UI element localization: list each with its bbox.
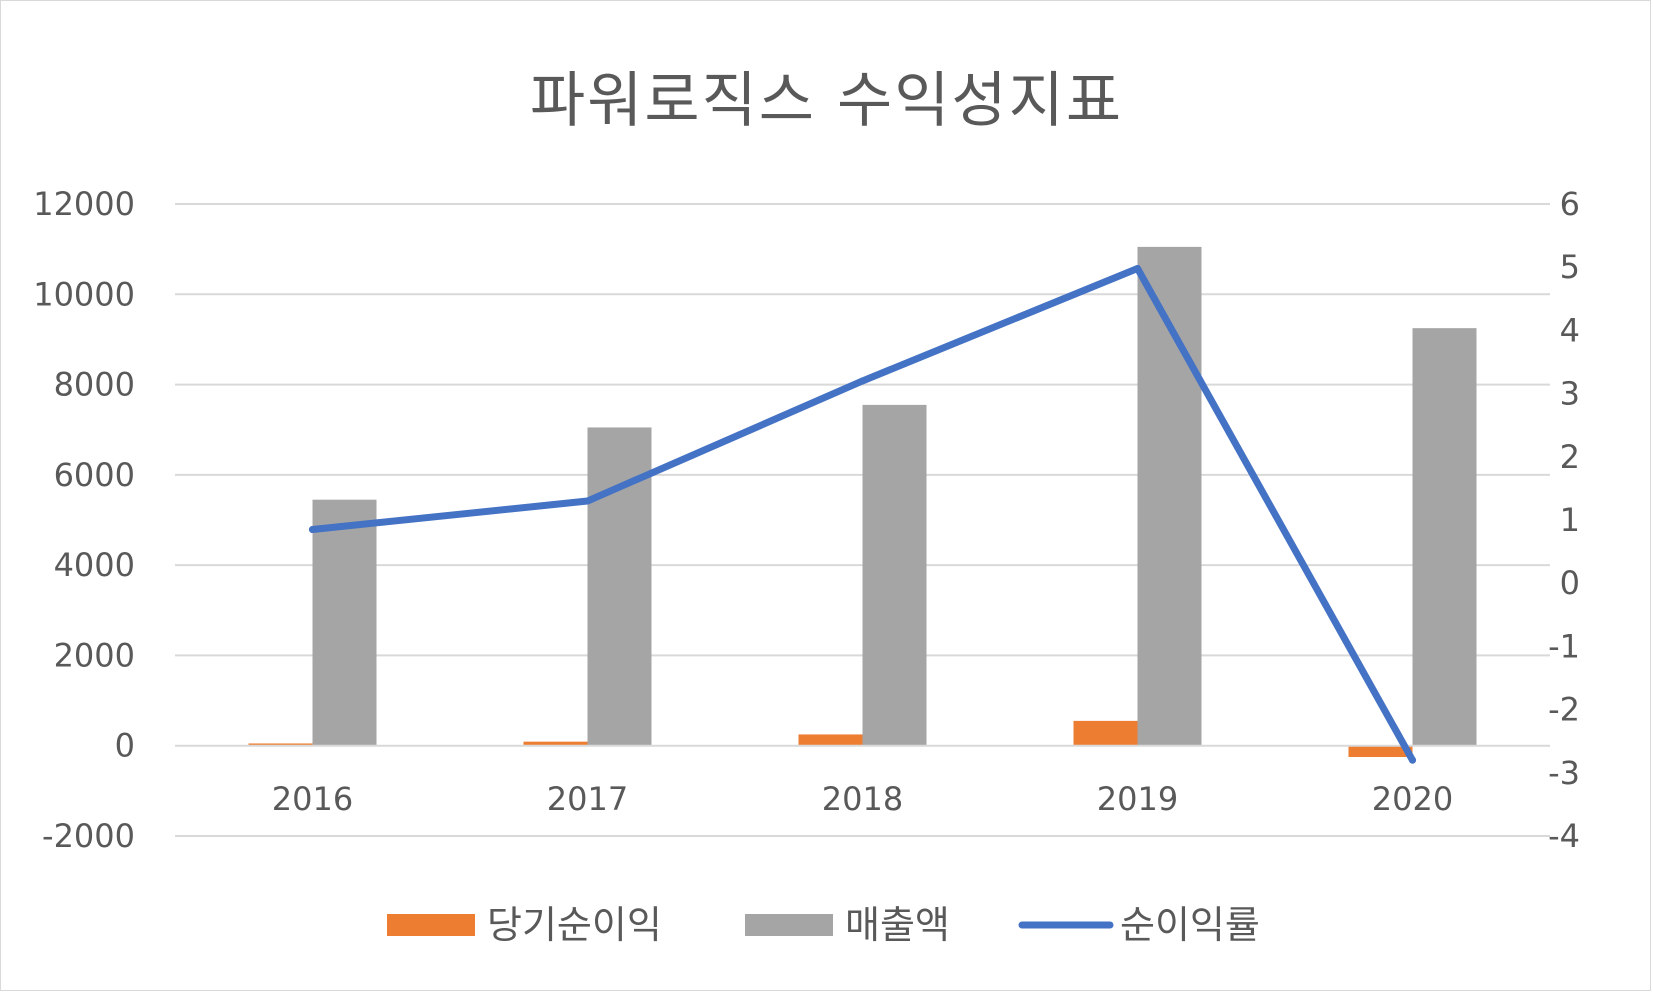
y-left-tick-label: -2000 <box>42 817 135 855</box>
bar-revenue <box>312 499 377 746</box>
legend-label-net-income: 당기순이익 <box>487 903 662 947</box>
y-right-tick-label: 6 <box>1560 185 1580 223</box>
bar-net-income <box>1348 745 1413 757</box>
x-category-label: 2019 <box>1097 780 1178 818</box>
bar-revenue <box>862 404 927 746</box>
y-left-tick-label: 12000 <box>33 185 135 223</box>
y-right-tick-label: 1 <box>1560 501 1580 539</box>
line-point <box>584 497 591 505</box>
y-left-tick-label: 4000 <box>54 546 135 584</box>
legend-swatch-revenue <box>745 914 833 936</box>
chart-title: 파워로직스 수익성지표 <box>529 66 1124 136</box>
right-axis-ticks: 6 5 4 3 2 1 0 -1 -2 -3 -4 <box>1548 185 1580 855</box>
x-category-label: 2016 <box>272 780 353 818</box>
y-left-tick-label: 8000 <box>54 366 135 404</box>
bar-net-income <box>798 734 863 746</box>
x-category-label: 2020 <box>1372 780 1453 818</box>
x-category-label: 2017 <box>547 780 628 818</box>
line-point <box>1409 756 1416 764</box>
bars <box>248 246 1477 757</box>
legend-label-net-margin: 순이익률 <box>1120 903 1260 947</box>
y-right-tick-label: -4 <box>1548 817 1580 855</box>
line-point <box>309 525 316 533</box>
y-right-tick-label: -3 <box>1548 754 1580 792</box>
bar-revenue <box>1412 328 1477 746</box>
y-right-tick-label: 5 <box>1560 248 1580 286</box>
bar-net-income <box>248 743 313 746</box>
y-right-tick-label: 2 <box>1560 438 1580 476</box>
legend: 당기순이익 매출액 순이익률 <box>387 903 1260 947</box>
y-right-tick-label: -1 <box>1548 627 1580 665</box>
legend-label-revenue: 매출액 <box>845 903 950 947</box>
left-axis-ticks: 12000 10000 8000 6000 4000 2000 0 -2000 <box>33 185 135 855</box>
y-left-tick-label: 2000 <box>54 636 135 674</box>
y-right-tick-label: 3 <box>1560 375 1580 413</box>
y-left-tick-label: 10000 <box>33 275 135 313</box>
category-labels: 2016 2017 2018 2019 2020 <box>272 780 1453 818</box>
line-point <box>859 377 866 385</box>
y-right-tick-label: 4 <box>1560 311 1580 349</box>
y-left-tick-label: 6000 <box>54 456 135 494</box>
y-right-tick-label: -2 <box>1548 691 1580 729</box>
y-left-tick-label: 0 <box>115 727 135 765</box>
x-category-label: 2018 <box>822 780 903 818</box>
legend-swatch-net-income <box>387 914 475 936</box>
y-right-tick-label: 0 <box>1560 564 1580 602</box>
line-point <box>1134 264 1141 272</box>
net-margin-line <box>309 264 1416 764</box>
bar-net-income <box>523 741 588 746</box>
bar-net-income <box>1073 720 1138 746</box>
